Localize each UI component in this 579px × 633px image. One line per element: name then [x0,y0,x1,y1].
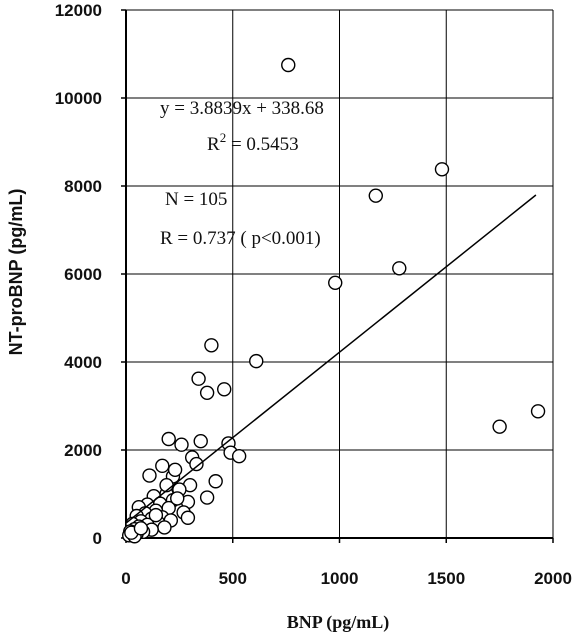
data-point [208,474,223,489]
data-point [368,188,383,203]
data-point [392,261,407,276]
y-tick-label: 8000 [64,177,102,196]
x-tick-label: 1000 [321,569,359,588]
data-point [189,456,204,472]
r-label: R = 0.737 ( p<0.001) [160,228,321,249]
data-point [281,57,296,73]
data-point [199,385,215,400]
data-point [249,353,264,369]
y-tick-label: 2000 [64,441,102,460]
data-point [199,490,215,505]
y-tick-label: 6000 [64,265,102,284]
data-point [204,338,219,353]
x-tick-label: 500 [219,569,247,588]
x-axis-title: BNP (pg/mL) [287,612,390,633]
regression-line-group [125,194,537,524]
regression-line [125,194,537,524]
x-tick-label: 1500 [427,569,465,588]
data-point [148,507,164,523]
n-label: N = 105 [165,189,227,210]
y-tick-label: 0 [93,529,102,548]
data-point [133,521,149,536]
r-squared-value: = 0.5453 [226,134,298,155]
y-tick-labels: 0 2000 4000 6000 8000 10000 12000 [55,1,102,548]
y-axis-title: NT-proBNP (pg/mL) [6,189,26,356]
data-point [492,419,507,434]
equation-label: y = 3.8839x + 338.68 [160,98,324,119]
data-point [174,437,189,452]
x-tick-label: 0 [121,569,130,588]
data-point [170,491,185,506]
data-point [191,371,206,386]
data-point [167,462,183,477]
grid-lines [126,9,554,538]
data-point [142,468,157,483]
data-point [155,458,170,474]
data-point [231,448,247,464]
y-tick-label: 4000 [64,353,102,372]
x-tick-labels: 0 500 1000 1500 2000 [121,569,572,588]
data-point [193,434,208,449]
r-squared-prefix: R [207,134,220,155]
r-squared-superscript: 2 [220,130,227,145]
data-point [328,275,343,290]
x-tick-label: 2000 [534,569,572,588]
data-points [122,57,546,544]
r-squared-label: R2 = 0.5453 [207,130,299,155]
data-point [157,520,172,535]
data-point [217,382,232,397]
y-tick-label: 10000 [55,89,102,108]
data-point [161,431,176,447]
data-point [434,162,450,177]
y-tick-label: 12000 [55,1,102,20]
axes [121,9,554,543]
data-point [530,404,546,419]
data-point [180,510,196,525]
